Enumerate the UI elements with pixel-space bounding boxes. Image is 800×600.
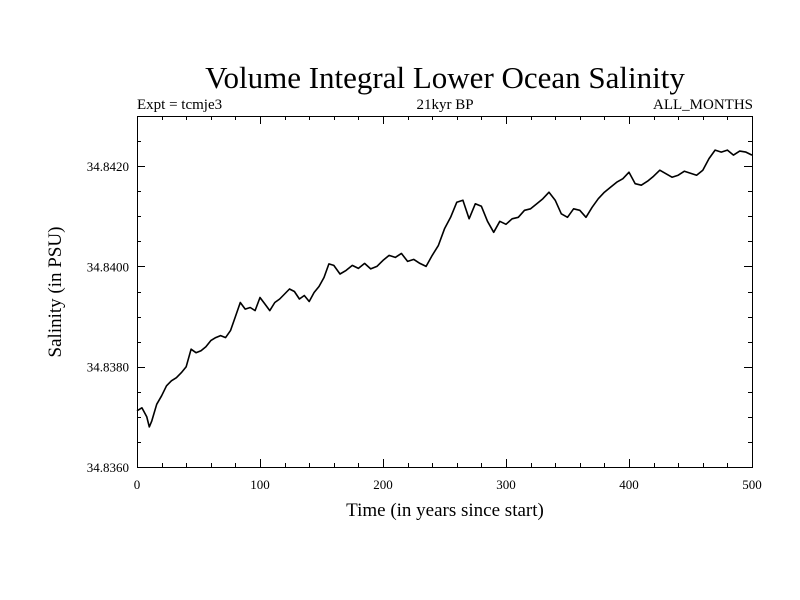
months-label: ALL_MONTHS xyxy=(653,97,753,113)
y-tick-label: 34.8380 xyxy=(87,360,129,375)
x-tick-label: 100 xyxy=(250,477,270,492)
experiment-label: Expt = tcmje3 xyxy=(137,97,223,113)
tick-labels: 0 100 200 300 400 500 34.8360 34.8380 34.8400 34.… xyxy=(87,159,762,492)
plot-frame xyxy=(137,116,753,468)
chart-title: Volume Integral Lower Ocean Salinity xyxy=(205,60,685,95)
salinity-series-line xyxy=(136,149,753,428)
x-tick-label: 200 xyxy=(373,477,393,492)
x-axis-title: Time (in years since start) xyxy=(346,500,544,521)
y-tick-label: 34.8360 xyxy=(87,460,129,475)
x-tick-label: 400 xyxy=(619,477,639,492)
x-tick-label: 300 xyxy=(496,477,516,492)
y-axis-title: Salinity (in PSU) xyxy=(45,227,66,358)
y-tick-label: 34.8420 xyxy=(87,159,129,174)
y-tick-label: 34.8400 xyxy=(87,259,129,274)
period-label: 21kyr BP xyxy=(416,97,474,113)
tick-marks xyxy=(137,116,753,468)
x-tick-label: 0 xyxy=(134,477,141,492)
x-tick-label: 500 xyxy=(742,477,762,492)
